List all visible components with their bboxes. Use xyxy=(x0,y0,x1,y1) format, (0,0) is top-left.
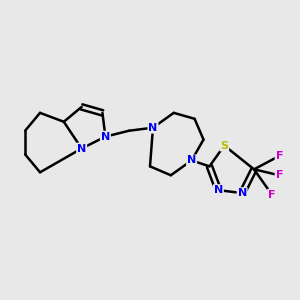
Text: N: N xyxy=(148,123,158,133)
Text: N: N xyxy=(214,185,223,195)
Text: F: F xyxy=(275,151,283,161)
Text: F: F xyxy=(275,170,283,180)
Text: N: N xyxy=(238,188,247,198)
Text: S: S xyxy=(220,140,228,151)
Text: F: F xyxy=(268,190,276,200)
Text: N: N xyxy=(77,143,86,154)
Text: N: N xyxy=(101,132,110,142)
Text: N: N xyxy=(187,155,196,165)
